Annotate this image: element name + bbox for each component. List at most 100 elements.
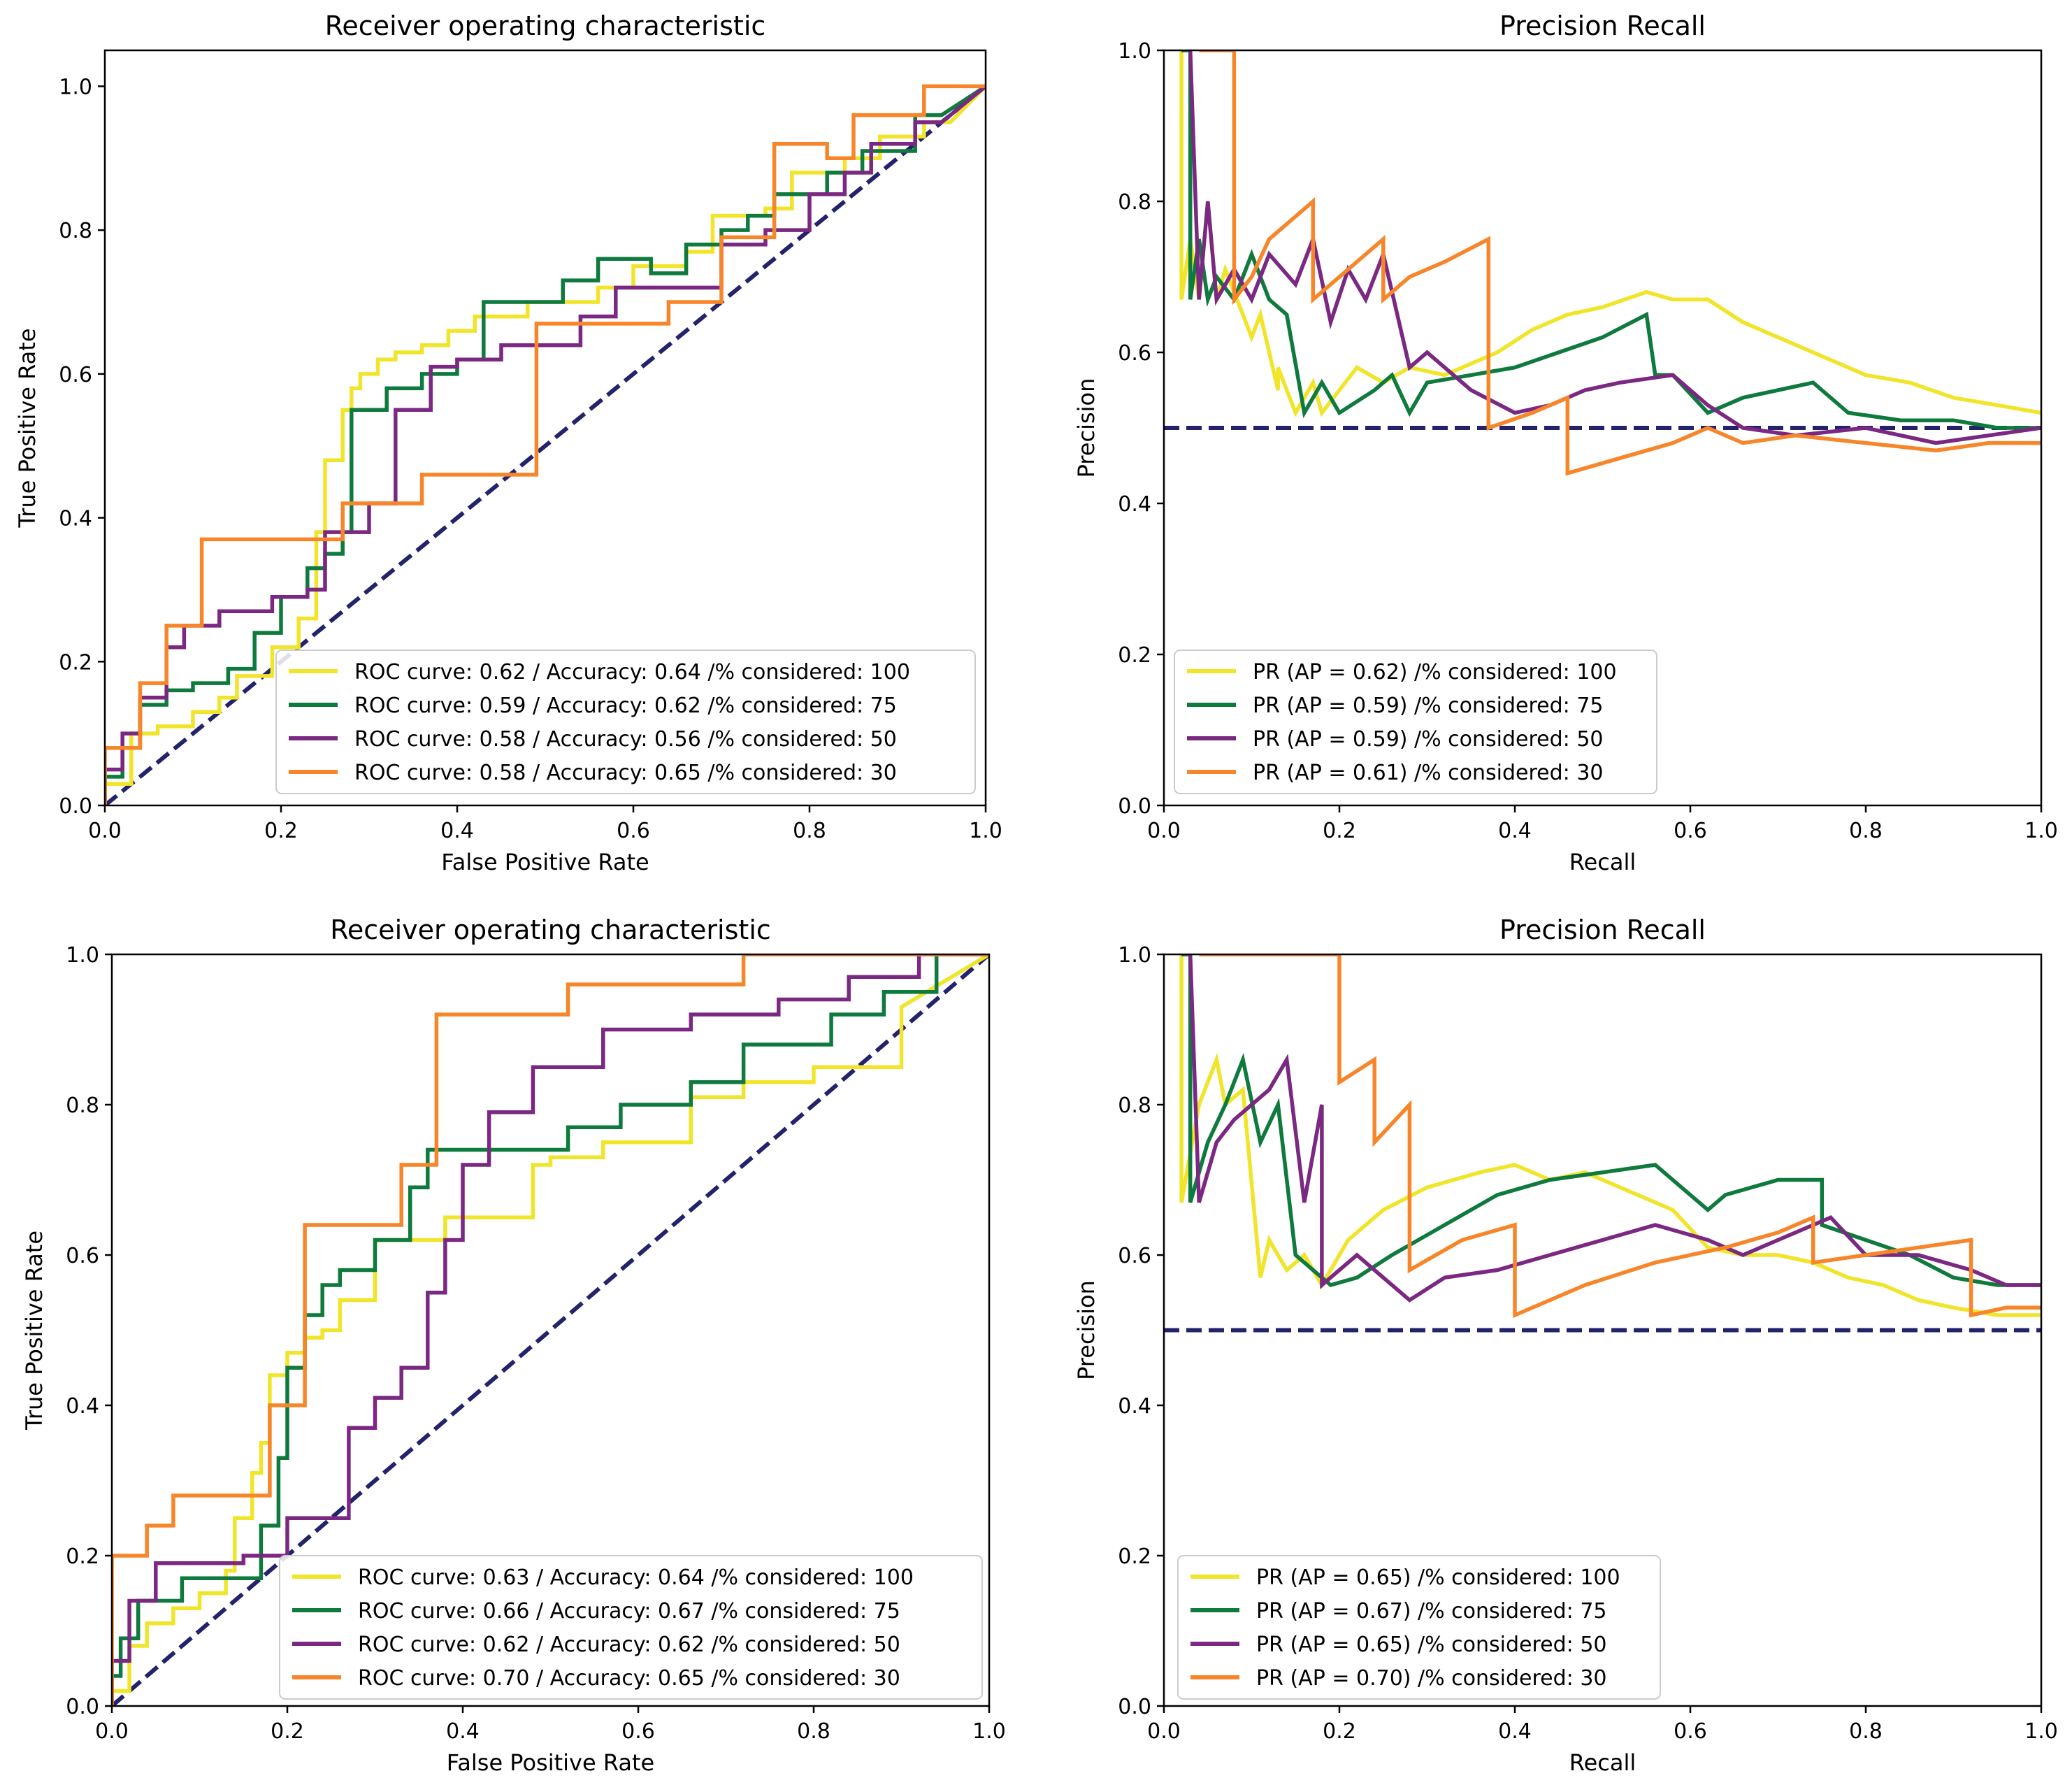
- chart-title: Receiver operating characteristic: [330, 915, 771, 945]
- y-tick-label: 0.0: [1118, 1695, 1151, 1719]
- y-tick-label: 0.8: [66, 1094, 99, 1118]
- x-tick-label: 0.2: [1323, 819, 1356, 843]
- x-tick-label: 0.2: [271, 1719, 304, 1744]
- chart-3: 0.0 0.2 0.4 0.6 0.8 1.0 0.0 0.2 0.4 0.6 0.8 1.0 Rece…: [21, 915, 1006, 1776]
- legend-entry: ROC curve: 0.62 / Accuracy: 0.64 /% cons…: [354, 660, 910, 684]
- plot-frame: [110, 953, 991, 1707]
- y-tick-label: 0.4: [59, 507, 92, 531]
- x-tick-label: 0.4: [1498, 1719, 1532, 1744]
- x-tick-label: 1.0: [2024, 1719, 2058, 1744]
- y-tick-label: 1.0: [1118, 39, 1151, 64]
- x-tick-label: 0.2: [264, 819, 298, 843]
- y-axis-label: True Positive Rate: [14, 328, 41, 528]
- y-tick-label: 0.2: [59, 650, 92, 675]
- y-tick-label: 0.8: [1118, 190, 1151, 215]
- legend-entry: PR (AP = 0.70) /% considered: 30: [1256, 1666, 1607, 1691]
- series-line-2: [112, 954, 989, 1706]
- chart-title: Precision Recall: [1499, 10, 1706, 41]
- legend-entry: ROC curve: 0.58 / Accuracy: 0.56 /% cons…: [354, 727, 897, 752]
- series-line-2: [1181, 50, 2041, 430]
- x-tick-label: 0.6: [617, 819, 650, 843]
- legend-entry: PR (AP = 0.59) /% considered: 50: [1253, 727, 1604, 752]
- legend: PR (AP = 0.62) /% considered: 100 PR (AP …: [1174, 650, 1657, 794]
- series-line-4: [1199, 50, 2041, 476]
- chance-line: [105, 85, 986, 805]
- x-tick-label: 0.0: [1147, 1719, 1181, 1744]
- x-tick-label: 0.6: [621, 1719, 655, 1744]
- series-line-4: [105, 84, 986, 805]
- y-tick-label: 0.6: [1118, 341, 1151, 366]
- y-axis-label: True Positive Rate: [21, 1231, 48, 1431]
- x-tick-label: 0.8: [1849, 1719, 1883, 1744]
- x-tick-label: 0.6: [1674, 1719, 1707, 1744]
- legend-entry: ROC curve: 0.58 / Accuracy: 0.65 /% cons…: [354, 761, 897, 785]
- y-tick-label: 0.2: [1118, 1544, 1151, 1569]
- y-tick-label: 0.6: [1118, 1244, 1151, 1268]
- y-tick-label: 0.0: [66, 1695, 99, 1719]
- chart-2: 0.0 0.2 0.4 0.6 0.8 1.0 0.0 0.2 0.4 0.6 0.8 1.0 Prec…: [1073, 10, 2058, 875]
- legend-entry: ROC curve: 0.66 / Accuracy: 0.67 /% cons…: [358, 1599, 900, 1623]
- legend: ROC curve: 0.63 / Accuracy: 0.64 /% cons…: [279, 1555, 983, 1700]
- y-tick-label: 0.8: [59, 219, 92, 243]
- y-axis-label: Precision: [1073, 378, 1100, 478]
- x-axis-label: False Positive Rate: [441, 849, 649, 875]
- y-tick-label: 0.4: [1118, 492, 1151, 517]
- legend-entry: PR (AP = 0.65) /% considered: 50: [1256, 1633, 1607, 1657]
- y-tick-label: 0.2: [1118, 643, 1151, 668]
- legend-entry: PR (AP = 0.61) /% considered: 30: [1253, 761, 1604, 785]
- x-tick-label: 0.6: [1674, 819, 1707, 843]
- x-axis-label: Recall: [1569, 1749, 1636, 1776]
- series-line-3: [112, 954, 989, 1706]
- x-tick-label: 0.4: [446, 1719, 480, 1744]
- legend-box: [279, 1555, 983, 1700]
- x-tick-label: 1.0: [972, 1719, 1006, 1744]
- legend-entry: ROC curve: 0.63 / Accuracy: 0.64 /% cons…: [358, 1565, 914, 1590]
- y-tick-label: 0.4: [66, 1394, 99, 1419]
- legend-entry: PR (AP = 0.67) /% considered: 75: [1256, 1599, 1607, 1623]
- chance-line: [112, 954, 989, 1706]
- legend-entry: PR (AP = 0.59) /% considered: 75: [1253, 694, 1604, 718]
- x-tick-label: 0.0: [1147, 819, 1181, 843]
- x-tick-label: 0.8: [1849, 819, 1883, 843]
- y-tick-label: 1.0: [59, 75, 92, 99]
- x-tick-label: 1.0: [969, 819, 1002, 843]
- plot-frame: [1163, 49, 2043, 807]
- x-tick-label: 1.0: [2024, 819, 2058, 843]
- chart-title: Precision Recall: [1499, 915, 1706, 945]
- series-line-1: [1179, 954, 2041, 1317]
- y-axis-label: Precision: [1073, 1280, 1100, 1380]
- legend: ROC curve: 0.62 / Accuracy: 0.64 /% cons…: [275, 650, 976, 794]
- legend-box: [1177, 1555, 1661, 1700]
- x-tick-label: 0.4: [1498, 819, 1532, 843]
- x-tick-label: 0.4: [440, 819, 474, 843]
- legend-entry: ROC curve: 0.59 / Accuracy: 0.62 /% cons…: [354, 694, 897, 718]
- series-line-1: [1179, 50, 2041, 417]
- x-tick-label: 0.2: [1323, 1719, 1356, 1744]
- plot-frame: [103, 49, 987, 807]
- series-line-4: [112, 954, 989, 1706]
- y-tick-label: 0.4: [1118, 1394, 1151, 1419]
- chart-4: 0.0 0.2 0.4 0.6 0.8 1.0 0.0 0.2 0.4 0.6 0.8 1.0 Prec…: [1073, 915, 2058, 1776]
- y-tick-label: 0.6: [59, 363, 92, 387]
- legend-box: [1174, 650, 1657, 794]
- series-line-3: [1188, 954, 2041, 1303]
- y-tick-label: 0.0: [1118, 794, 1151, 819]
- series-line-3: [105, 85, 986, 805]
- x-tick-label: 0.8: [793, 819, 826, 843]
- legend-box: [275, 650, 976, 794]
- x-axis-label: Recall: [1569, 849, 1636, 875]
- legend-entry: ROC curve: 0.70 / Accuracy: 0.65 /% cons…: [358, 1666, 900, 1691]
- legend-entry: PR (AP = 0.65) /% considered: 100: [1256, 1565, 1620, 1590]
- plot-frame: [1163, 953, 2043, 1707]
- series-line-2: [1181, 954, 2041, 1288]
- legend: PR (AP = 0.65) /% considered: 100 PR (AP …: [1177, 1555, 1661, 1700]
- series-line-3: [1188, 50, 2041, 445]
- series-line-4: [1199, 954, 2041, 1319]
- x-tick-label: 0.0: [88, 819, 122, 843]
- chart-1: 0.0 0.2 0.4 0.6 0.8 1.0 0.0 0.2 0.4 0.6 0.8 1.0 Rece…: [14, 10, 1002, 875]
- y-tick-label: 0.8: [1118, 1094, 1151, 1118]
- y-tick-label: 0.6: [66, 1244, 99, 1268]
- y-tick-label: 1.0: [66, 943, 99, 968]
- legend-entry: PR (AP = 0.62) /% considered: 100: [1253, 660, 1617, 684]
